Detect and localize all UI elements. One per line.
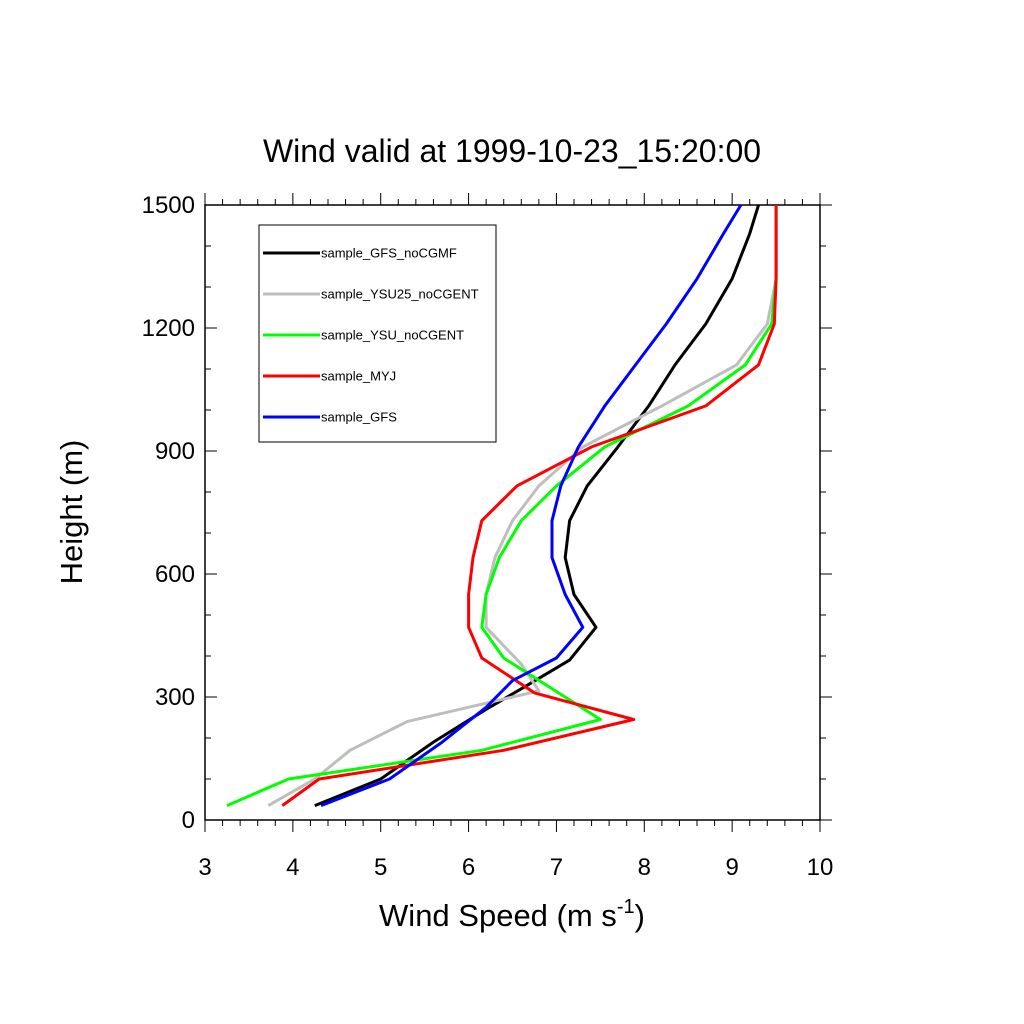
series-line-sample-ysu25-nocgent: [267, 205, 778, 807]
x-tick-label: 10: [807, 854, 834, 881]
legend-label: sample_MYJ: [321, 369, 396, 384]
x-tick-label: 8: [638, 854, 651, 881]
series-line-sample-ysu-nocgent: [226, 205, 778, 807]
y-axis-label: Height (m): [54, 440, 89, 585]
x-tick-label: 4: [286, 854, 299, 881]
y-tick-label: 600: [155, 561, 195, 588]
legend-label: sample_GFS_noCGMF: [321, 246, 457, 261]
y-tick-label: 900: [155, 438, 195, 465]
x-tick-label: 7: [550, 854, 563, 881]
plot-area: 3 4 5 6 7 8 9 10 0 300 600 900 1200 1500 sample_GFS_no…: [142, 192, 834, 881]
y-tick-label: 1200: [142, 315, 195, 342]
x-axis-label-exponent: -1: [617, 896, 635, 918]
x-tick-label: 9: [725, 854, 738, 881]
x-tick-label: 3: [198, 854, 211, 881]
y-tick-label: 300: [155, 684, 195, 711]
legend-label: sample_YSU25_noCGENT: [321, 287, 479, 302]
x-tick-label: 6: [462, 854, 475, 881]
y-tick-label: 0: [182, 807, 195, 834]
x-tick-label: 5: [374, 854, 387, 881]
x-axis-label-close: ): [635, 898, 645, 933]
legend-label: sample_YSU_noCGENT: [321, 328, 464, 343]
x-axis-label: Wind Speed (m s-1): [379, 896, 645, 933]
plot-frame: [204, 204, 821, 821]
chart-title: Wind valid at 1999-10-23_15:20:00: [263, 133, 761, 169]
y-tick-label: 1500: [142, 192, 195, 219]
series-line-sample-myj: [281, 205, 778, 807]
series-line-sample-gfs: [320, 204, 743, 807]
legend-label: sample_GFS: [321, 410, 397, 425]
x-axis-label-base: Wind Speed (m s: [379, 898, 617, 933]
